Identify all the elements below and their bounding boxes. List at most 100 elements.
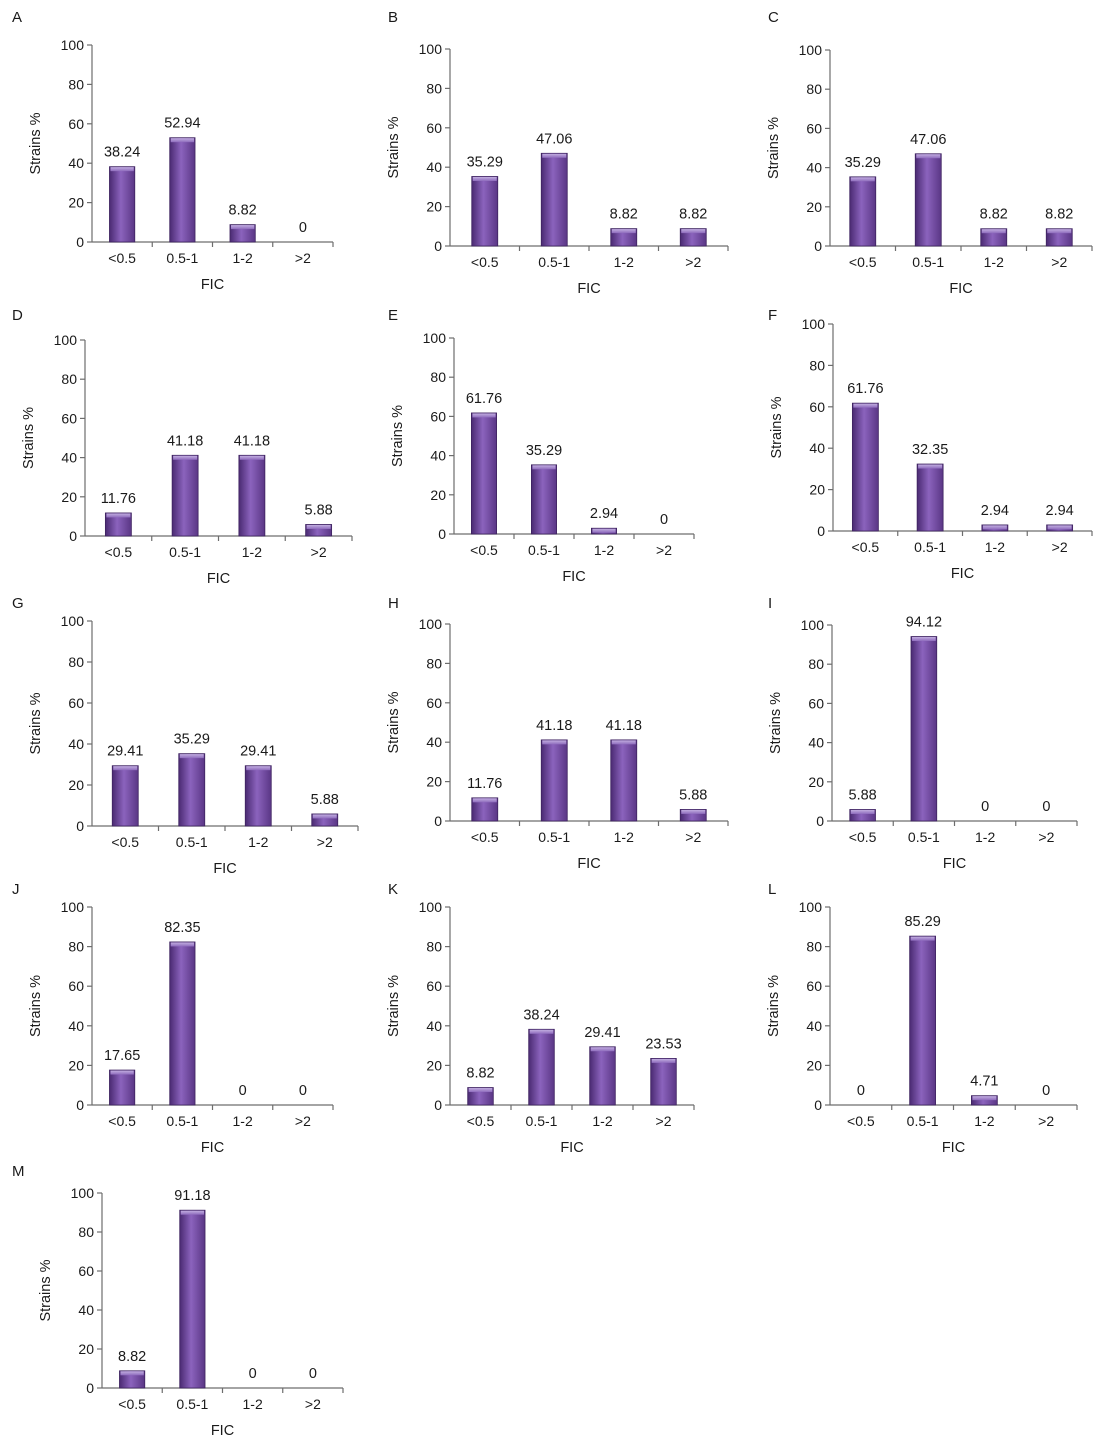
y-tick-label: 100 xyxy=(419,41,443,57)
data-label: 0 xyxy=(1042,1083,1050,1099)
y-tick-label: 40 xyxy=(61,450,77,466)
bar xyxy=(591,527,618,535)
y-tick-label: 40 xyxy=(426,1018,442,1034)
bar xyxy=(650,1058,677,1106)
y-tick-label: 0 xyxy=(814,1097,822,1113)
x-tick-label: 1-2 xyxy=(242,544,262,560)
data-label: 85.29 xyxy=(904,914,940,930)
data-label: 8.82 xyxy=(679,207,707,223)
bar xyxy=(914,153,942,247)
bar xyxy=(229,224,256,243)
x-tick-label: 0.5-1 xyxy=(166,1113,198,1129)
y-tick-label: 60 xyxy=(808,695,824,711)
y-tick-label: 80 xyxy=(68,654,84,670)
y-tick-label: 0 xyxy=(817,523,825,539)
y-tick-label: 60 xyxy=(68,116,84,132)
x-tick-label: <0.5 xyxy=(849,254,877,270)
bar xyxy=(119,1370,146,1389)
data-label: 61.76 xyxy=(466,391,502,407)
panel-label: K xyxy=(388,881,398,898)
x-tick-label: <0.5 xyxy=(105,544,133,560)
x-tick-label: >2 xyxy=(295,250,311,266)
data-label: 47.06 xyxy=(910,132,946,148)
y-tick-label: 40 xyxy=(806,160,822,176)
panel-label: J xyxy=(12,881,20,898)
y-tick-label: 20 xyxy=(809,482,825,498)
y-tick-label: 100 xyxy=(61,37,85,53)
y-tick-label: 0 xyxy=(438,526,446,542)
y-tick-label: 40 xyxy=(430,448,446,464)
y-tick-label: 20 xyxy=(808,774,824,790)
x-tick-label: >2 xyxy=(295,1113,311,1129)
y-tick-label: 20 xyxy=(426,774,442,790)
x-tick-label: 1-2 xyxy=(233,250,253,266)
x-axis-label: FIC xyxy=(213,861,236,877)
y-axis-label: Strains % xyxy=(386,975,402,1037)
chart-panel-f: F 0 20 40 60 80 100 61.76 <0.5 32.35 0.5-1 2.94 1-2 2… xyxy=(768,307,1093,582)
chart-panel-k: K 0 20 40 60 80 100 8.82 <0.5 38.24 0.5-1 29.41 1-2 2… xyxy=(386,881,695,1156)
bar xyxy=(178,753,206,827)
bar xyxy=(589,1046,616,1106)
y-tick-label: 0 xyxy=(76,818,84,834)
y-tick-label: 20 xyxy=(806,1057,822,1073)
data-label: 2.94 xyxy=(1046,503,1074,519)
y-tick-label: 100 xyxy=(54,332,78,348)
x-tick-label: 1-2 xyxy=(594,542,614,558)
y-tick-label: 100 xyxy=(61,613,85,629)
panel-label: E xyxy=(388,307,398,324)
bar xyxy=(910,636,938,822)
x-tick-label: 1-2 xyxy=(248,834,268,850)
data-label: 11.76 xyxy=(101,491,136,507)
y-tick-label: 20 xyxy=(68,195,84,211)
panel-label: M xyxy=(12,1163,25,1180)
x-tick-label: <0.5 xyxy=(471,254,499,270)
y-tick-label: 40 xyxy=(426,734,442,750)
x-tick-label: 1-2 xyxy=(985,539,1005,555)
panel-label: B xyxy=(388,9,398,26)
bar xyxy=(471,797,499,822)
bar xyxy=(244,765,272,827)
x-tick-label: <0.5 xyxy=(849,829,877,845)
x-tick-label: 1-2 xyxy=(975,829,995,845)
x-tick-label: <0.5 xyxy=(471,829,499,845)
y-tick-label: 0 xyxy=(69,528,77,544)
data-label: 41.18 xyxy=(536,718,572,734)
y-axis-label: Strains % xyxy=(768,692,784,754)
data-label: 29.41 xyxy=(107,744,143,760)
x-tick-label: 1-2 xyxy=(243,1396,263,1412)
y-tick-label: 100 xyxy=(61,899,85,915)
data-label: 8.82 xyxy=(980,207,1008,223)
bar xyxy=(169,137,196,243)
x-tick-label: <0.5 xyxy=(852,539,880,555)
data-label: 38.24 xyxy=(523,1007,559,1023)
data-label: 0 xyxy=(309,1366,317,1382)
panel-label: L xyxy=(768,881,776,898)
x-tick-label: >2 xyxy=(656,542,672,558)
x-axis-label: FIC xyxy=(201,1140,224,1156)
y-tick-label: 0 xyxy=(434,813,442,829)
x-tick-label: 0.5-1 xyxy=(176,834,208,850)
y-tick-label: 60 xyxy=(806,120,822,136)
chart-panel-m: M 0 20 40 60 80 100 8.82 <0.5 91.18 0.5-1 0 1-2 0 >2 FI… xyxy=(12,1163,344,1438)
chart-panel-c: C 0 20 40 60 80 100 35.29 <0.5 47.06 0.5-1 8.82 1-2 8… xyxy=(766,9,1093,297)
x-tick-label: 0.5-1 xyxy=(538,254,570,270)
data-label: 17.65 xyxy=(104,1048,140,1064)
x-tick-label: 0.5-1 xyxy=(907,1113,939,1129)
chart-panel-h: H 0 20 40 60 80 100 11.76 <0.5 41.18 0.5-1 41.18 1-2… xyxy=(386,595,729,872)
chart-panel-j: J 0 20 40 60 80 100 17.65 <0.5 82.35 0.5-1 0 1-2 0 >2 F… xyxy=(12,881,334,1156)
y-axis-label: Strains % xyxy=(390,405,406,467)
x-tick-label: 0.5-1 xyxy=(526,1113,558,1129)
y-tick-label: 100 xyxy=(802,316,826,332)
x-tick-label: >2 xyxy=(311,544,327,560)
y-tick-label: 80 xyxy=(78,1224,94,1240)
y-tick-label: 60 xyxy=(426,695,442,711)
y-tick-label: 100 xyxy=(799,42,823,58)
y-tick-label: 40 xyxy=(68,736,84,752)
y-tick-label: 0 xyxy=(434,238,442,254)
y-tick-label: 20 xyxy=(68,1057,84,1073)
x-axis-label: FIC xyxy=(942,1140,965,1156)
bar xyxy=(311,813,339,827)
data-label: 41.18 xyxy=(234,433,270,449)
chart-panel-g: G 0 20 40 60 80 100 29.41 <0.5 35.29 0.5-1 29.41 1-2… xyxy=(12,595,359,877)
x-tick-label: <0.5 xyxy=(108,1113,136,1129)
